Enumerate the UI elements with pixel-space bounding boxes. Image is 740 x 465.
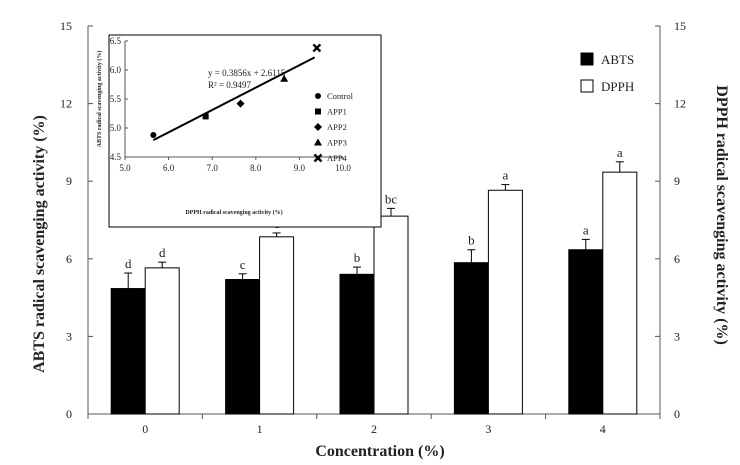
inset-point-app1	[202, 113, 209, 120]
significance-letter: b	[354, 250, 361, 265]
y-tick-label: 0	[66, 407, 72, 421]
inset-frame	[108, 34, 382, 228]
inset-x-tick-label: 7.0	[207, 163, 219, 173]
inset-trendline	[152, 56, 316, 142]
inset-point-app2	[236, 99, 245, 108]
x-tick-label: 4	[600, 422, 606, 436]
inset-x-tick-label: 8.0	[250, 163, 262, 173]
inset-legend-marker-control	[315, 93, 321, 99]
main-bar-chart: 036912150369121501234dcbbadcbcaa	[60, 19, 686, 436]
y-tick-label: 15	[60, 19, 72, 33]
y-axis-title: ABTS radical scavenging activity (%)	[31, 115, 48, 373]
legend-swatch-abts	[580, 52, 594, 66]
legend: ABTS DPPH	[580, 52, 634, 94]
inset-legend-label-control: Control	[327, 91, 354, 101]
inset-r-squared: R² = 0.9497	[208, 80, 252, 90]
inset-y-tick-label: 6.0	[110, 65, 122, 75]
inset-point-app3	[280, 74, 289, 82]
bar-abts	[568, 249, 604, 415]
bar-abts	[339, 273, 375, 415]
y2-tick-label: 15	[674, 19, 686, 33]
inset-legend-label-app1: APP1	[327, 107, 347, 117]
bar-abts	[225, 278, 261, 415]
significance-letter: a	[503, 168, 509, 183]
bar-dpph	[602, 171, 638, 415]
y2-tick-label: 0	[674, 407, 680, 421]
inset-y-tick-label: 5.0	[110, 123, 122, 133]
inset-legend-marker-app3	[314, 138, 322, 146]
inset-point-control	[150, 131, 157, 138]
inset-legend-label-app3: APP3	[327, 138, 347, 148]
inset-legend-marker-app2	[314, 123, 322, 131]
bar-dpph	[144, 267, 180, 415]
y-tick-label: 6	[66, 252, 72, 266]
inset-legend-marker-app1	[315, 108, 321, 115]
significance-letter: a	[617, 145, 623, 160]
significance-letter: d	[159, 245, 166, 260]
significance-letter: b	[468, 233, 475, 248]
inset-x-tick-label: 9.0	[294, 163, 306, 173]
inset-y-tick-label: 5.5	[110, 94, 122, 104]
significance-letter: a	[583, 222, 589, 237]
inset-x-tick-label: 10.0	[335, 163, 351, 173]
x-tick-label: 1	[257, 422, 263, 436]
y2-tick-label: 12	[674, 97, 686, 111]
x-tick-label: 3	[485, 422, 491, 436]
inset-legend-label-app4: APP4	[327, 153, 348, 163]
y-tick-label: 9	[66, 174, 72, 188]
inset-x-tick-label: 6.0	[163, 163, 175, 173]
significance-letter: c	[240, 257, 246, 272]
y2-tick-label: 3	[674, 329, 680, 343]
bar-dpph	[487, 189, 523, 415]
inset-equation: y = 0.3856x + 2.6115	[208, 68, 286, 78]
bar-dpph	[259, 236, 295, 415]
y2-tick-label: 9	[674, 174, 680, 188]
y-tick-label: 12	[60, 97, 72, 111]
x-tick-label: 0	[142, 422, 148, 436]
legend-label-dpph: DPPH	[601, 79, 634, 94]
inset-y-axis-title: ABTS radical scavenging activity (%)	[96, 51, 103, 148]
y2-tick-label: 6	[674, 252, 680, 266]
significance-letter: d	[125, 256, 132, 271]
legend-label-abts: ABTS	[601, 52, 634, 67]
inset-legend-marker-app4	[313, 153, 323, 163]
inset-legend-label-app2: APP2	[327, 122, 347, 132]
inset-x-axis-title: DPPH radical scavenging activity (%)	[185, 209, 282, 216]
inset-y-tick-label: 4.5	[110, 152, 122, 162]
inset-point-app4	[312, 43, 322, 53]
x-tick-label: 2	[371, 422, 377, 436]
bar-abts	[453, 262, 489, 415]
legend-swatch-dpph	[580, 79, 594, 93]
bar-abts	[110, 288, 146, 415]
y-tick-label: 3	[66, 329, 72, 343]
inset-x-tick-label: 5.0	[119, 163, 131, 173]
x-axis-title: Concentration (%)	[315, 443, 444, 460]
y2-axis-title: DPPH radical scavenging activity (%)	[713, 85, 730, 345]
significance-letter: bc	[385, 191, 398, 206]
bar-dpph	[373, 215, 409, 415]
inset-y-tick-label: 6.5	[110, 36, 122, 46]
